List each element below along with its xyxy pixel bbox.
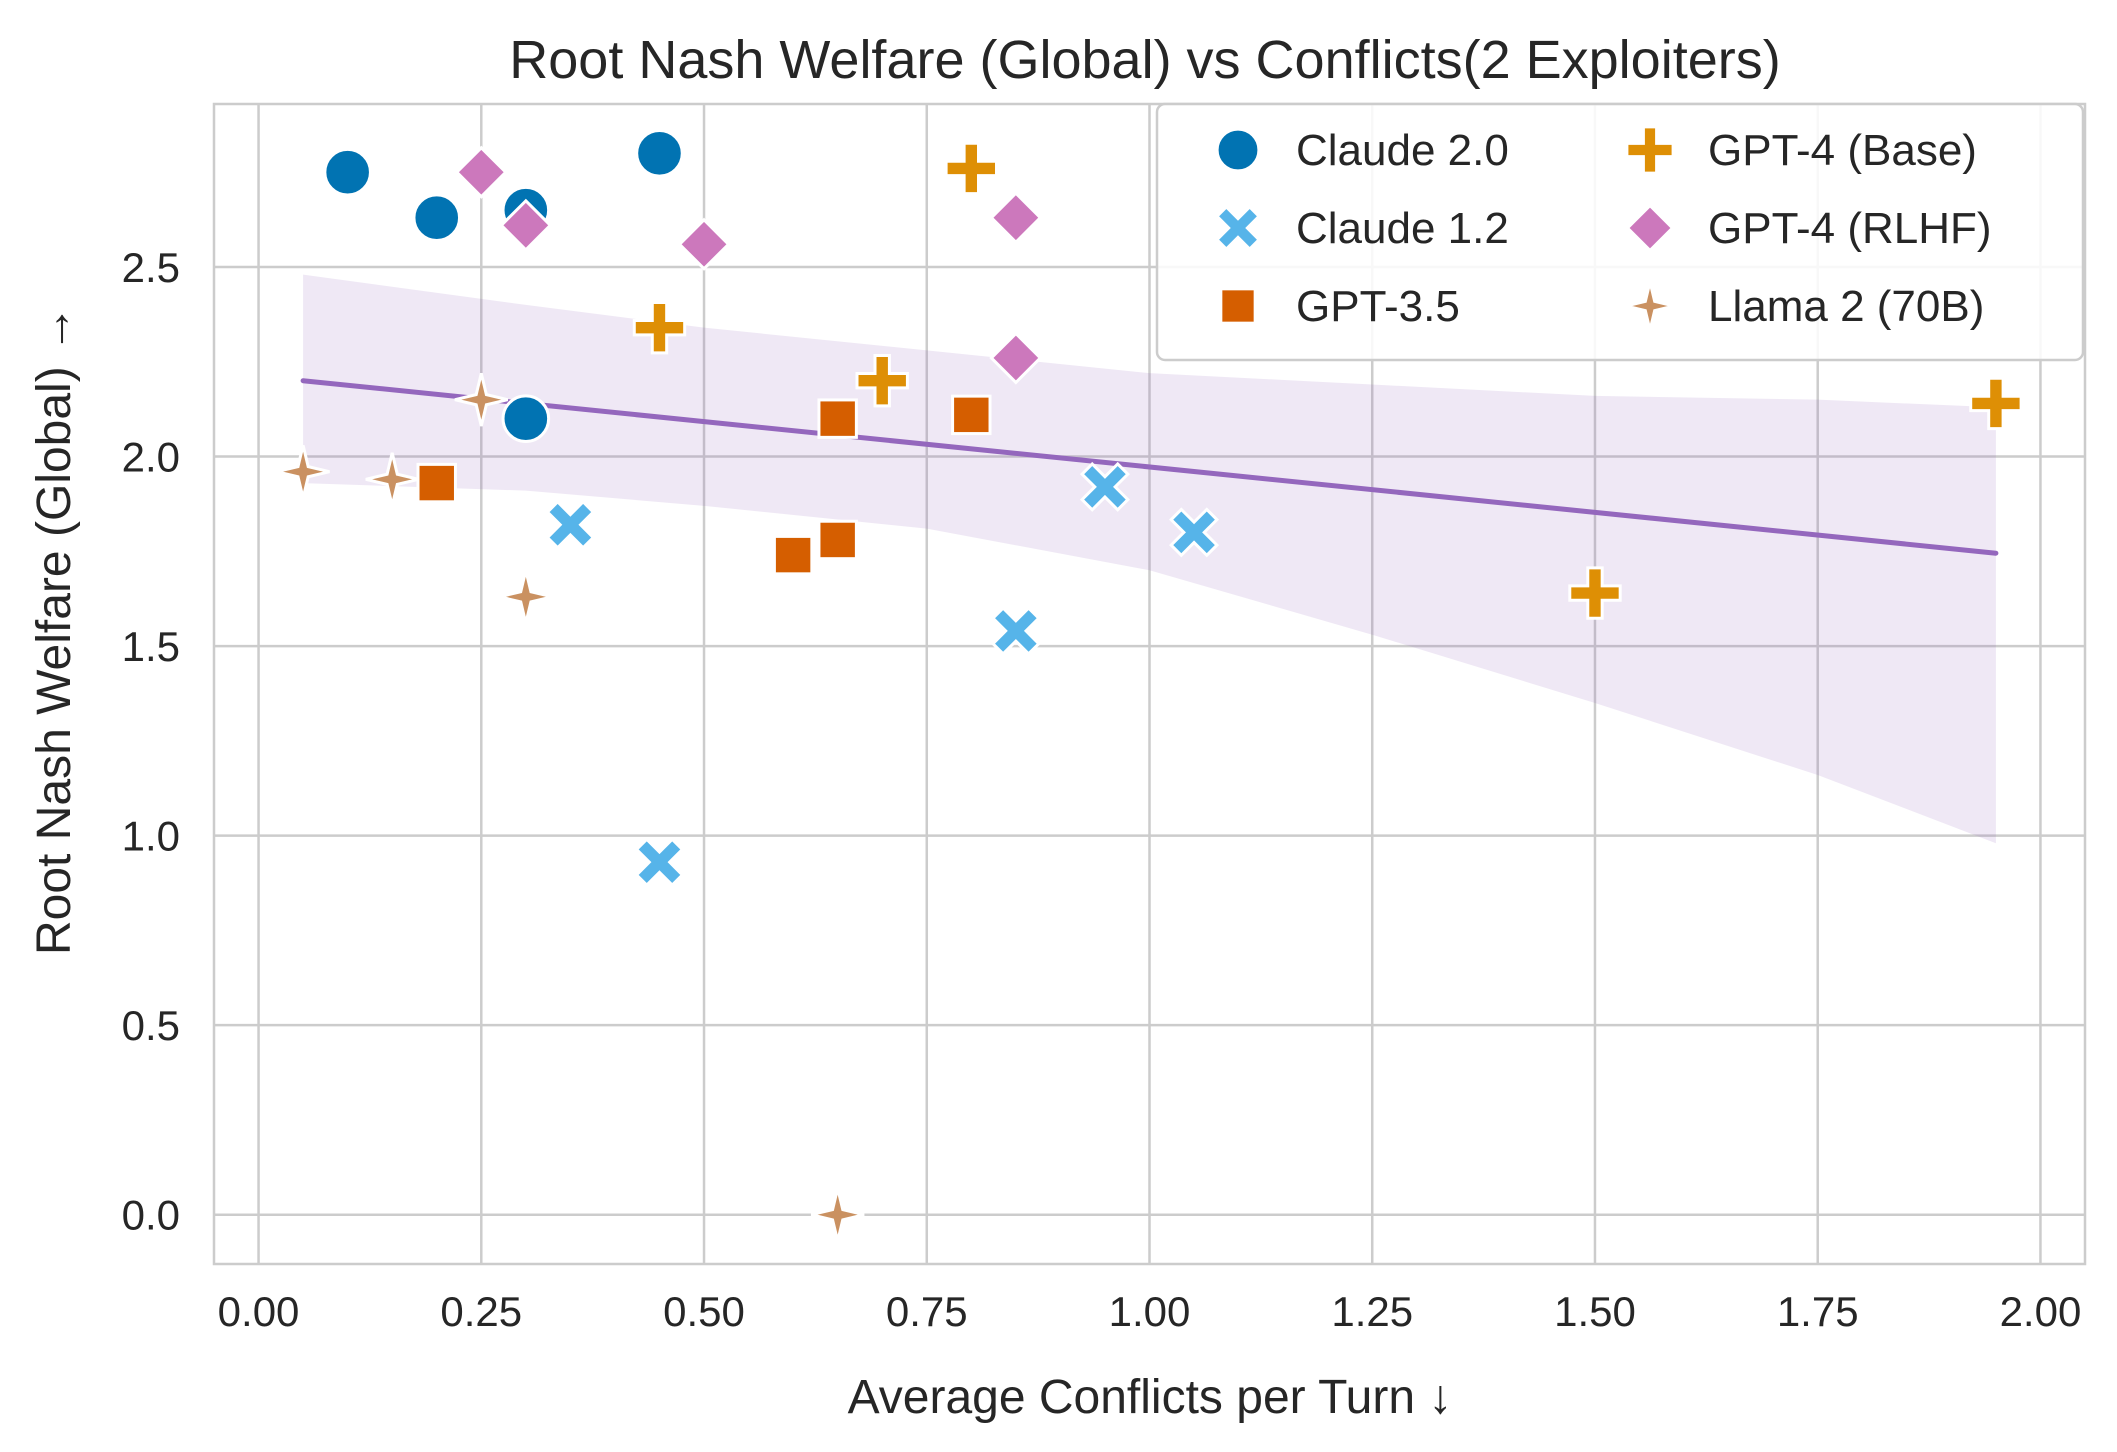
point-gpt-4-base (632, 300, 687, 355)
confidence-band-layer (303, 274, 1996, 844)
y-tick-label: 1.0 (122, 813, 180, 860)
regression-line-layer (300, 378, 1999, 556)
point-claude-2-0 (412, 193, 462, 243)
y-tick-label: 0.5 (122, 1002, 180, 1049)
x-axis-label: Average Conflicts per Turn ↓ (848, 1371, 1453, 1424)
legend-marker-claude-2-0 (1215, 127, 1261, 173)
point-gpt-4-rlhf (989, 331, 1043, 385)
plot-frame (212, 102, 2087, 1266)
point-gpt-4-base (855, 354, 909, 408)
legend-label-gpt-4-base: GPT-4 (Base) (1708, 126, 1977, 175)
legend-label-claude-1-2: Claude 1.2 (1296, 204, 1509, 253)
point-claude-1-2 (1079, 461, 1130, 512)
legend-box (1155, 102, 2085, 362)
legend-marker-llama-2-70b (1625, 281, 1675, 331)
point-gpt-3-5 (817, 519, 858, 561)
point-gpt-4-base (944, 141, 999, 196)
x-tick-label: 1.25 (1331, 1288, 1413, 1335)
regression-line (300, 378, 1999, 556)
legend: Claude 2.0 Claude 1.2 GPT-3.5 GPT-4 (Base) G… (1155, 102, 2085, 362)
ticks-layer: 0.00 0.25 0.50 0.75 1.00 1.25 1.50 1.75 2.00 0.0 0… (122, 244, 2082, 1335)
points-layer (276, 128, 2023, 1242)
x-tick-label: 1.50 (1554, 1288, 1636, 1335)
legend-label-llama-2-70b: Llama 2 (70B) (1708, 282, 1984, 331)
point-claude-1-2 (1169, 507, 1220, 558)
legend-marker-gpt-4-base (1625, 125, 1675, 175)
point-gpt-4-rlhf (454, 145, 508, 199)
y-tick-label: 0.0 (122, 1192, 180, 1239)
y-tick-label: 2.5 (122, 244, 180, 291)
confidence-band (303, 274, 1996, 844)
x-tick-label: 0.75 (886, 1288, 968, 1335)
legend-label-gpt-4-rlhf: GPT-4 (RLHF) (1708, 204, 1992, 253)
point-llama-2-70b (454, 372, 509, 427)
point-claude-1-2 (990, 605, 1041, 656)
x-tick-label: 0.25 (440, 1288, 522, 1335)
x-tick-label: 1.75 (1777, 1288, 1859, 1335)
x-tick-label: 0.50 (663, 1288, 745, 1335)
point-gpt-4-base (1969, 376, 2023, 431)
point-claude-2-0 (635, 128, 684, 178)
x-tick-label: 2.00 (2000, 1288, 2082, 1335)
point-llama-2-70b (276, 444, 330, 499)
y-axis-label: Root Nash Welfare (Global) → (28, 305, 81, 955)
legend-marker-gpt-3-5 (1219, 287, 1257, 325)
legend-label-gpt-3-5: GPT-3.5 (1296, 282, 1460, 331)
point-claude-1-2 (545, 499, 596, 550)
legend-marker-gpt-4-rlhf (1625, 203, 1675, 253)
point-gpt-3-5 (772, 534, 814, 576)
point-claude-2-0 (501, 394, 551, 443)
point-llama-2-70b (365, 452, 419, 507)
point-llama-2-70b (810, 1187, 865, 1242)
point-gpt-4-rlhf (677, 217, 731, 271)
point-claude-2-0 (323, 147, 372, 197)
point-llama-2-70b (499, 570, 553, 624)
legend-marker-claude-1-2 (1214, 204, 1262, 252)
point-gpt-4-rlhf (989, 191, 1043, 245)
point-claude-1-2 (634, 837, 685, 888)
y-tick-label: 1.5 (122, 623, 180, 670)
point-gpt-3-5 (951, 394, 992, 436)
point-gpt-3-5 (817, 398, 858, 439)
y-tick-label: 2.0 (122, 434, 180, 481)
legend-label-claude-2-0: Claude 2.0 (1296, 126, 1509, 175)
point-gpt-4-rlhf (499, 198, 553, 252)
x-tick-label: 0.00 (218, 1288, 300, 1335)
x-tick-label: 1.00 (1109, 1288, 1191, 1335)
chart-title: Root Nash Welfare (Global) vs Conflicts(… (509, 30, 1780, 90)
point-gpt-4-base (1568, 566, 1622, 620)
point-gpt-3-5 (416, 462, 457, 504)
